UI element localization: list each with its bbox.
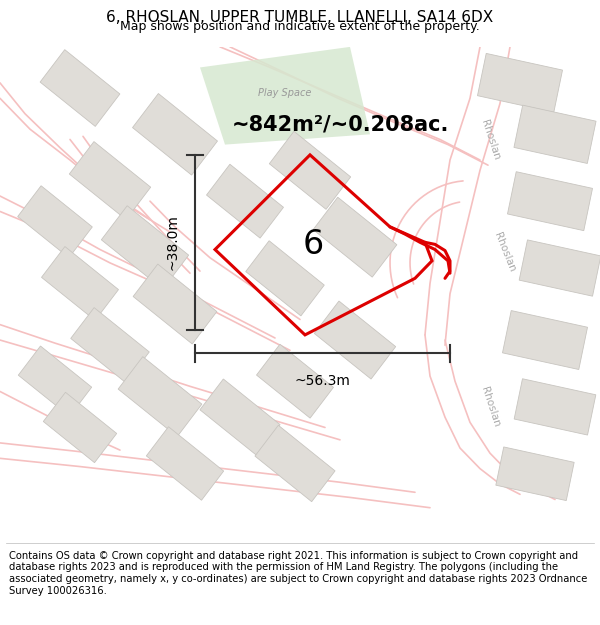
Text: Play Space: Play Space: [259, 88, 311, 98]
Polygon shape: [206, 164, 283, 238]
Polygon shape: [496, 447, 574, 501]
Text: ~38.0m: ~38.0m: [166, 214, 180, 270]
Polygon shape: [269, 131, 350, 209]
Text: Rhoslan: Rhoslan: [493, 231, 517, 274]
Polygon shape: [508, 172, 593, 231]
Polygon shape: [200, 379, 280, 456]
Polygon shape: [19, 346, 92, 416]
Text: Rhoslan: Rhoslan: [479, 386, 501, 428]
Text: 6, RHOSLAN, UPPER TUMBLE, LLANELLI, SA14 6DX: 6, RHOSLAN, UPPER TUMBLE, LLANELLI, SA14…: [106, 10, 494, 25]
Polygon shape: [200, 47, 370, 144]
Text: ~56.3m: ~56.3m: [295, 374, 350, 388]
Polygon shape: [40, 49, 120, 126]
Text: Rhoslan: Rhoslan: [479, 118, 501, 161]
Polygon shape: [519, 240, 600, 296]
Polygon shape: [118, 357, 202, 437]
Polygon shape: [133, 94, 217, 175]
Polygon shape: [71, 308, 149, 382]
Polygon shape: [101, 206, 188, 289]
Polygon shape: [314, 301, 395, 379]
Text: ~842m²/~0.208ac.: ~842m²/~0.208ac.: [232, 114, 449, 134]
Polygon shape: [514, 105, 596, 164]
Polygon shape: [133, 264, 217, 344]
Polygon shape: [41, 246, 118, 321]
Polygon shape: [502, 311, 587, 369]
Polygon shape: [257, 344, 334, 418]
Polygon shape: [514, 379, 596, 435]
Polygon shape: [146, 427, 224, 500]
Polygon shape: [478, 53, 563, 112]
Text: Contains OS data © Crown copyright and database right 2021. This information is : Contains OS data © Crown copyright and d…: [9, 551, 587, 596]
Polygon shape: [17, 186, 92, 258]
Polygon shape: [246, 241, 324, 316]
Polygon shape: [255, 425, 335, 502]
Text: Map shows position and indicative extent of the property.: Map shows position and indicative extent…: [120, 20, 480, 32]
Polygon shape: [43, 392, 116, 462]
Polygon shape: [70, 142, 151, 219]
Polygon shape: [313, 198, 397, 277]
Text: 6: 6: [302, 228, 323, 261]
